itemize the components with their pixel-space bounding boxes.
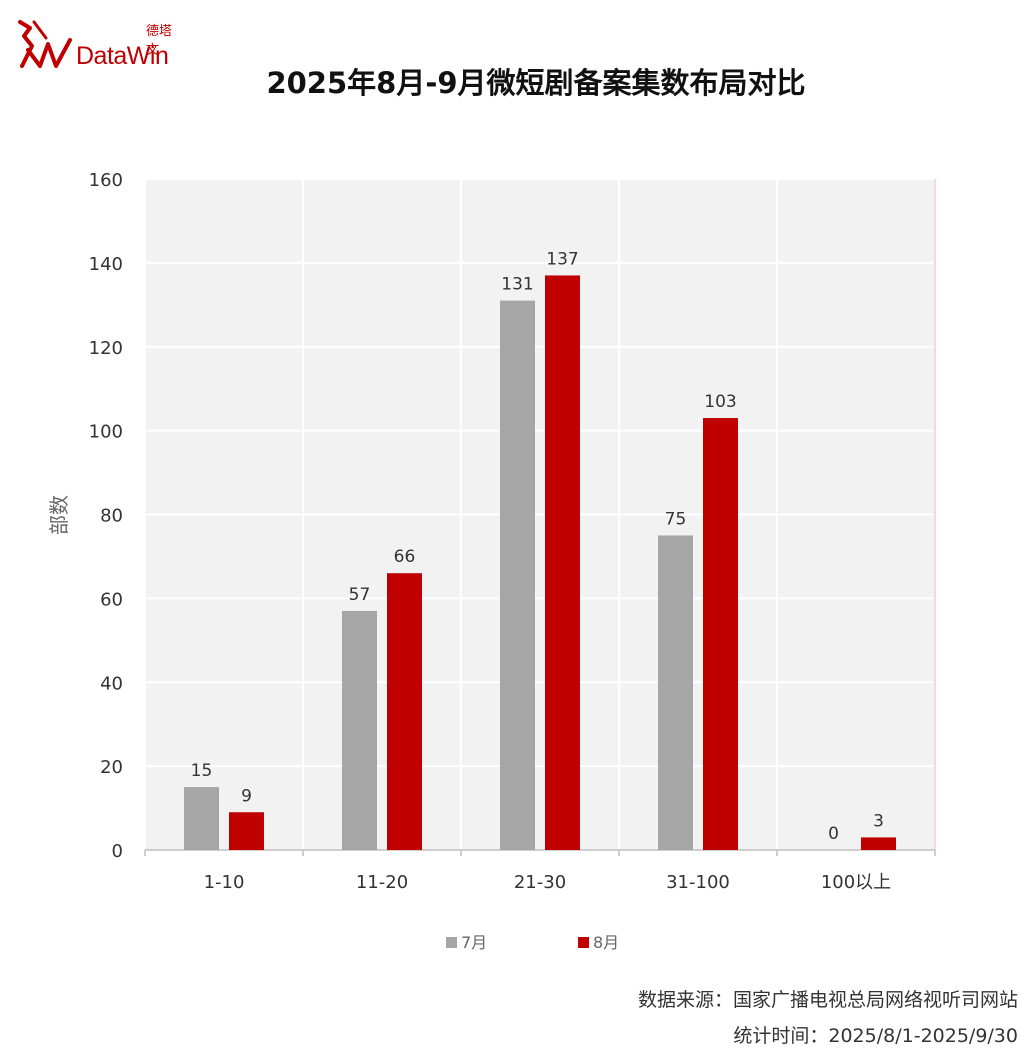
data-label: 57 xyxy=(349,585,371,605)
legend-label-series-b: 8月 xyxy=(593,933,620,952)
x-tick-label: 100以上 xyxy=(821,872,891,893)
legend-swatch-series-b xyxy=(578,937,589,948)
data-label: 3 xyxy=(873,811,884,831)
data-label: 15 xyxy=(191,761,213,781)
x-tick-label: 11-20 xyxy=(356,872,408,893)
y-tick-label: 20 xyxy=(100,757,123,778)
bar-series-b xyxy=(387,573,422,850)
y-tick-label: 40 xyxy=(100,673,123,694)
statistics-period-note: 统计时间：2025/8/1-2025/9/30 xyxy=(733,1025,1018,1047)
chart-legend: 7月 8月 xyxy=(0,929,1034,953)
y-tick-label: 140 xyxy=(89,254,123,275)
data-label: 75 xyxy=(665,509,687,529)
bar-series-a xyxy=(500,300,535,850)
y-tick-label: 80 xyxy=(100,506,123,527)
bar-series-b xyxy=(545,275,580,850)
data-label: 0 xyxy=(828,824,839,844)
data-label: 66 xyxy=(394,547,416,567)
x-tick-label: 1-10 xyxy=(204,872,245,893)
brand-en-name: DataWin xyxy=(76,42,169,70)
y-tick-label: 100 xyxy=(89,422,123,443)
legend-swatch-series-a xyxy=(446,937,457,948)
data-label: 9 xyxy=(241,786,252,806)
chart-title: 2025年8月-9月微短剧备案集数布局对比 xyxy=(266,66,806,100)
data-label: 137 xyxy=(546,249,578,269)
data-label: 103 xyxy=(704,392,736,412)
datawin-logo: 德塔文 DataWin xyxy=(14,14,184,76)
bar-series-a xyxy=(342,610,377,850)
x-tick-label: 31-100 xyxy=(666,872,730,893)
y-tick-label: 120 xyxy=(89,338,123,359)
bar-series-a xyxy=(184,787,219,850)
datawin-logo-mark-icon xyxy=(18,20,72,68)
y-tick-label: 160 xyxy=(89,170,123,191)
bar-series-b xyxy=(861,837,896,850)
legend-item-series-a: 7月 xyxy=(446,929,487,953)
y-axis-label: 部数 xyxy=(47,495,71,535)
data-source-note: 数据来源：国家广播电视总局网络视听司网站 xyxy=(637,989,1018,1011)
x-tick-label: 21-30 xyxy=(514,872,566,893)
bar-series-a xyxy=(658,535,693,850)
legend-label-series-a: 7月 xyxy=(461,933,488,952)
brand-cn-name: 德塔文 xyxy=(146,24,173,58)
legend-item-series-b: 8月 xyxy=(578,929,619,953)
y-tick-label: 60 xyxy=(100,589,123,610)
data-label: 131 xyxy=(501,275,533,295)
bar-series-b xyxy=(229,812,264,850)
y-tick-label: 0 xyxy=(112,841,123,862)
bar-series-b xyxy=(703,418,738,850)
